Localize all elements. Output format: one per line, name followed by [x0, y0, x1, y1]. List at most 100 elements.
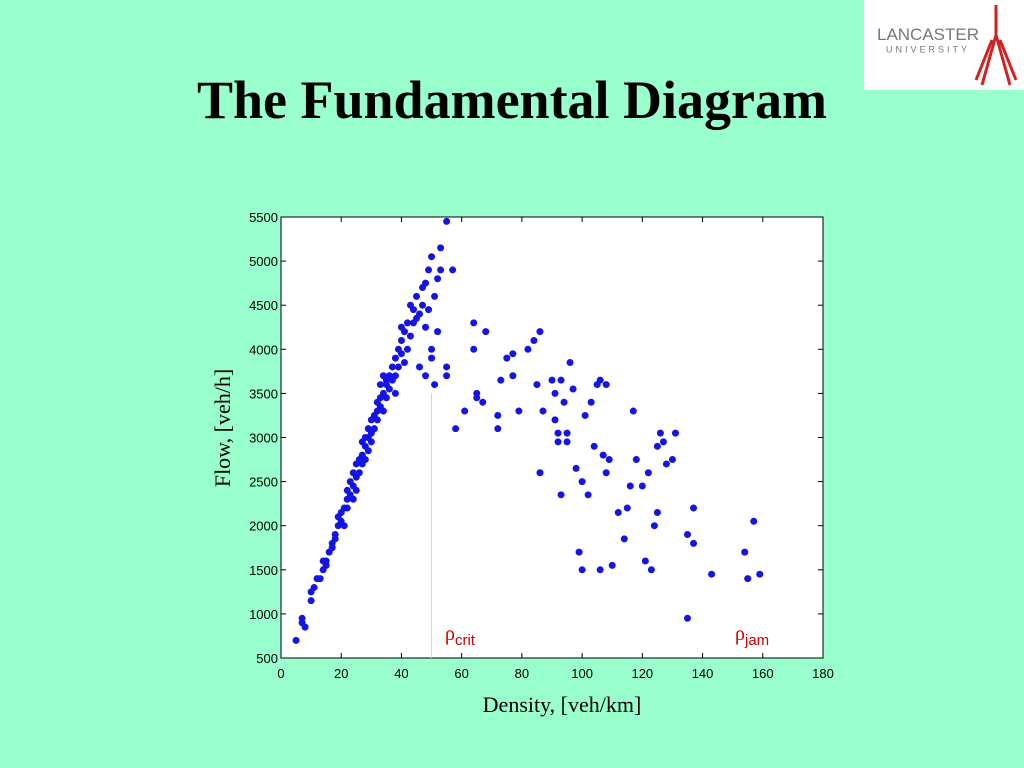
- point: [298, 614, 306, 622]
- point: [584, 491, 592, 499]
- y-tick-label: 5500: [249, 210, 278, 225]
- point: [494, 425, 502, 433]
- x-tick-label: 20: [334, 666, 348, 681]
- point: [403, 345, 411, 353]
- y-tick-label: 2500: [249, 475, 278, 490]
- point: [373, 416, 381, 424]
- logo: LANCASTER UNIVERSITY: [864, 0, 1024, 90]
- point: [310, 583, 318, 591]
- point: [394, 363, 402, 371]
- point: [470, 319, 478, 327]
- y-tick-label: 1000: [249, 607, 278, 622]
- point: [443, 363, 451, 371]
- point: [349, 495, 357, 503]
- point: [536, 328, 544, 336]
- point: [452, 425, 460, 433]
- point: [554, 429, 562, 437]
- x-tick-label: 100: [571, 666, 593, 681]
- point: [590, 442, 598, 450]
- annotation: ρcrit: [445, 623, 476, 649]
- point: [638, 482, 646, 490]
- point: [409, 306, 417, 314]
- point: [569, 385, 577, 393]
- point: [443, 372, 451, 380]
- point: [578, 566, 586, 574]
- point: [443, 217, 451, 225]
- point: [509, 350, 517, 358]
- x-tick-label: 120: [631, 666, 653, 681]
- point: [416, 363, 424, 371]
- point: [419, 301, 427, 309]
- point: [509, 372, 517, 380]
- x-tick-label: 140: [692, 666, 714, 681]
- point: [756, 570, 764, 578]
- point: [367, 438, 375, 446]
- point: [563, 438, 571, 446]
- point: [684, 614, 691, 622]
- logo-text: LANCASTER: [877, 25, 979, 44]
- point: [379, 407, 387, 415]
- point: [322, 557, 330, 565]
- point: [632, 456, 640, 464]
- point: [292, 636, 300, 644]
- point: [623, 504, 631, 512]
- point: [416, 310, 424, 318]
- point: [650, 522, 658, 530]
- point: [641, 557, 649, 565]
- logo-emblem: [974, 5, 1018, 86]
- x-tick-label: 0: [277, 666, 284, 681]
- y-tick-label: 500: [256, 651, 278, 666]
- annotation-symbol: ρ: [735, 623, 745, 645]
- x-tick-label: 160: [752, 666, 774, 681]
- point: [340, 522, 348, 530]
- point: [602, 381, 610, 389]
- point: [605, 456, 613, 464]
- point: [482, 328, 490, 336]
- y-tick-label: 3500: [249, 386, 278, 401]
- point: [524, 345, 532, 353]
- point: [428, 354, 436, 362]
- point: [385, 385, 393, 393]
- point: [422, 279, 430, 287]
- y-tick-label: 4000: [249, 342, 278, 357]
- point: [397, 350, 405, 358]
- point: [391, 389, 399, 397]
- point: [301, 623, 309, 631]
- y-tick-label: 4500: [249, 298, 278, 313]
- point: [629, 407, 637, 415]
- point: [397, 336, 405, 344]
- annotation-subscript: jam: [744, 632, 769, 649]
- point: [382, 394, 390, 402]
- point: [434, 328, 442, 336]
- point: [587, 398, 595, 406]
- point: [425, 266, 433, 274]
- point: [437, 244, 445, 252]
- point: [614, 508, 622, 516]
- point: [560, 398, 568, 406]
- point: [361, 456, 369, 464]
- point: [596, 376, 604, 384]
- point: [461, 407, 469, 415]
- point: [690, 504, 698, 512]
- point: [578, 478, 586, 486]
- point: [391, 372, 399, 380]
- point: [551, 416, 559, 424]
- point: [449, 266, 457, 274]
- point: [536, 469, 544, 477]
- point: [602, 469, 610, 477]
- x-tick-label: 180: [812, 666, 834, 681]
- point: [656, 429, 664, 437]
- point: [307, 597, 315, 605]
- x-tick-label: 40: [394, 666, 408, 681]
- annotation-symbol: ρ: [445, 623, 455, 645]
- point: [653, 442, 661, 450]
- point: [599, 451, 607, 459]
- point: [376, 381, 384, 389]
- point: [572, 464, 580, 472]
- point: [708, 570, 716, 578]
- point: [750, 517, 758, 525]
- point: [515, 407, 523, 415]
- point: [596, 566, 604, 574]
